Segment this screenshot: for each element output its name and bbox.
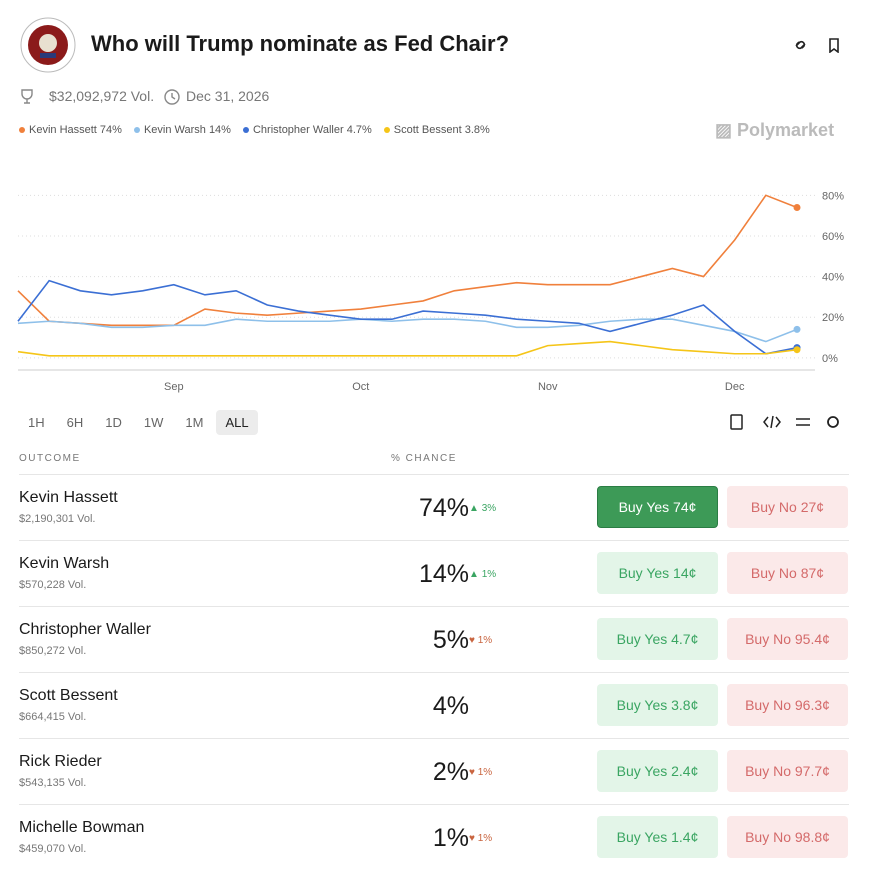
range-button[interactable]: 1M: [185, 415, 204, 430]
change-value: 1%: [477, 833, 493, 844]
legend-item: Kevin Hassett 74%: [19, 124, 122, 136]
brand-name: Polymarket: [737, 120, 835, 140]
series-line: [17, 279, 798, 355]
market-icon: [20, 17, 76, 73]
buy-yes[interactable]: Buy Yes 4.7¢: [597, 618, 718, 660]
legend: Kevin Hassett 74% Kevin Warsh 14% Christop…: [19, 124, 490, 136]
chance: 1%: [432, 824, 469, 852]
buy-yes[interactable]: Buy Yes 3.8¢: [597, 684, 718, 726]
buy-yes[interactable]: Buy Yes 14¢: [597, 552, 718, 594]
chance: 2%: [432, 758, 469, 786]
buy-yes[interactable]: Buy Yes 74¢: [597, 486, 718, 528]
chance: 4%: [432, 692, 469, 720]
range-button[interactable]: 1D: [105, 415, 122, 430]
range-button[interactable]: 1H: [28, 415, 45, 430]
outcome-volume: $664,415 Vol.: [19, 711, 87, 723]
chance: 74%: [418, 494, 469, 522]
buy-no[interactable]: Buy No 27¢: [727, 486, 848, 528]
legend-item: Scott Bessent 3.8%: [384, 124, 490, 136]
x-tick-label: Sep: [164, 381, 184, 393]
buy-no[interactable]: Buy No 96.3¢: [727, 684, 848, 726]
buy-no[interactable]: Buy No 97.7¢: [727, 750, 848, 792]
legend-item: Christopher Waller 4.7%: [243, 124, 372, 136]
y-tick-label: 40%: [822, 272, 844, 284]
change: ♥ 1%: [469, 767, 492, 778]
chart-tools[interactable]: [728, 413, 843, 431]
y-tick-label: 0%: [822, 353, 838, 365]
price-chart: 0% 20% 40% 60% 80% Sep Oct Nov Dec: [17, 190, 844, 393]
outcome-row: Kevin Hassett $2,190,301 Vol. 74% ▲ 3% Buy Y…: [19, 474, 849, 541]
series-end-dot: [793, 325, 801, 333]
outcome-row: Rick Rieder $543,135 Vol. 2% ♥ 1% Buy Yes 2.…: [19, 738, 849, 805]
range-button[interactable]: 1W: [143, 415, 164, 430]
change: ♥ 1%: [469, 833, 492, 844]
buy-no[interactable]: Buy No 95.4¢: [727, 618, 848, 660]
x-tick-label: Nov: [538, 381, 558, 393]
series-line: [17, 194, 798, 327]
volume: $32,092,972 Vol.: [49, 88, 155, 104]
change-arrow: ▲: [469, 503, 482, 514]
outcome-name: Christopher Waller: [19, 621, 151, 638]
buy-yes[interactable]: Buy Yes 1.4¢: [597, 816, 718, 858]
chance: 14%: [418, 560, 469, 588]
outcome-row: Christopher Waller $850,272 Vol. 5% ♥ 1% Buy…: [19, 606, 849, 673]
outcome-volume: $570,228 Vol.: [19, 579, 87, 591]
change-value: 3%: [481, 503, 497, 514]
change-arrow: ♥: [469, 767, 478, 778]
time-ranges: 1H 6H 1D 1W 1M ALL: [19, 410, 258, 435]
change-value: 1%: [477, 635, 493, 646]
change-value: 1%: [481, 569, 497, 580]
outcome-volume: $459,070 Vol.: [19, 843, 87, 855]
brand: ▨ Polymarket: [715, 120, 835, 140]
header-actions[interactable]: [793, 37, 843, 53]
series-line: [17, 318, 798, 343]
outcome-name: Kevin Warsh: [19, 555, 110, 572]
end-date: Dec 31, 2026: [186, 88, 270, 104]
outcome-volume: $543,135 Vol.: [19, 777, 87, 789]
outcome-header: OUTCOME: [19, 453, 81, 464]
range-button[interactable]: 6H: [66, 415, 84, 430]
change-arrow: ♥: [469, 833, 478, 844]
outcome-volume: $850,272 Vol.: [19, 645, 87, 657]
chance: 5%: [432, 626, 469, 654]
outcome-row: Scott Bessent $664,415 Vol. 4% Buy Yes 3.8¢…: [19, 672, 849, 739]
outcome-name: Scott Bessent: [19, 687, 118, 704]
outcome-volume: $2,190,301 Vol.: [19, 513, 96, 525]
buy-no[interactable]: Buy No 87¢: [727, 552, 848, 594]
series-end-dot: [793, 204, 801, 211]
chance-header: % CHANCE: [391, 453, 457, 464]
outcome-row: Kevin Warsh $570,228 Vol. 14% ▲ 1% Buy Yes 1…: [19, 540, 849, 607]
outcome-row: Michelle Bowman $459,070 Vol. 1% ♥ 1% Buy Ye…: [19, 804, 849, 871]
x-tick-label: Oct: [352, 381, 369, 393]
change: ▲ 3%: [469, 503, 496, 514]
legend-item: Kevin Warsh 14%: [134, 124, 231, 136]
change-value: 1%: [477, 767, 493, 778]
outcome-name: Michelle Bowman: [19, 819, 145, 836]
outcome-name: Kevin Hassett: [19, 489, 118, 506]
y-tick-label: 80%: [822, 190, 844, 202]
page: Who will Trump nominate as Fed Chair? $3…: [0, 0, 877, 850]
buy-yes[interactable]: Buy Yes 2.4¢: [597, 750, 718, 792]
stat-icons: [21, 89, 180, 105]
range-button[interactable]: ALL: [216, 410, 258, 435]
outcome-name: Rick Rieder: [19, 753, 102, 770]
y-tick-label: 20%: [822, 312, 844, 324]
title: Who will Trump nominate as Fed Chair?: [91, 31, 510, 56]
change-arrow: ♥: [469, 635, 478, 646]
buy-no[interactable]: Buy No 98.8¢: [727, 816, 848, 858]
series-end-dot: [793, 346, 801, 354]
change-arrow: ▲: [469, 569, 482, 580]
x-tick-label: Dec: [725, 381, 745, 393]
series-line: [17, 340, 798, 357]
change: ♥ 1%: [469, 635, 492, 646]
y-tick-label: 60%: [822, 231, 844, 243]
change: ▲ 1%: [469, 569, 496, 580]
